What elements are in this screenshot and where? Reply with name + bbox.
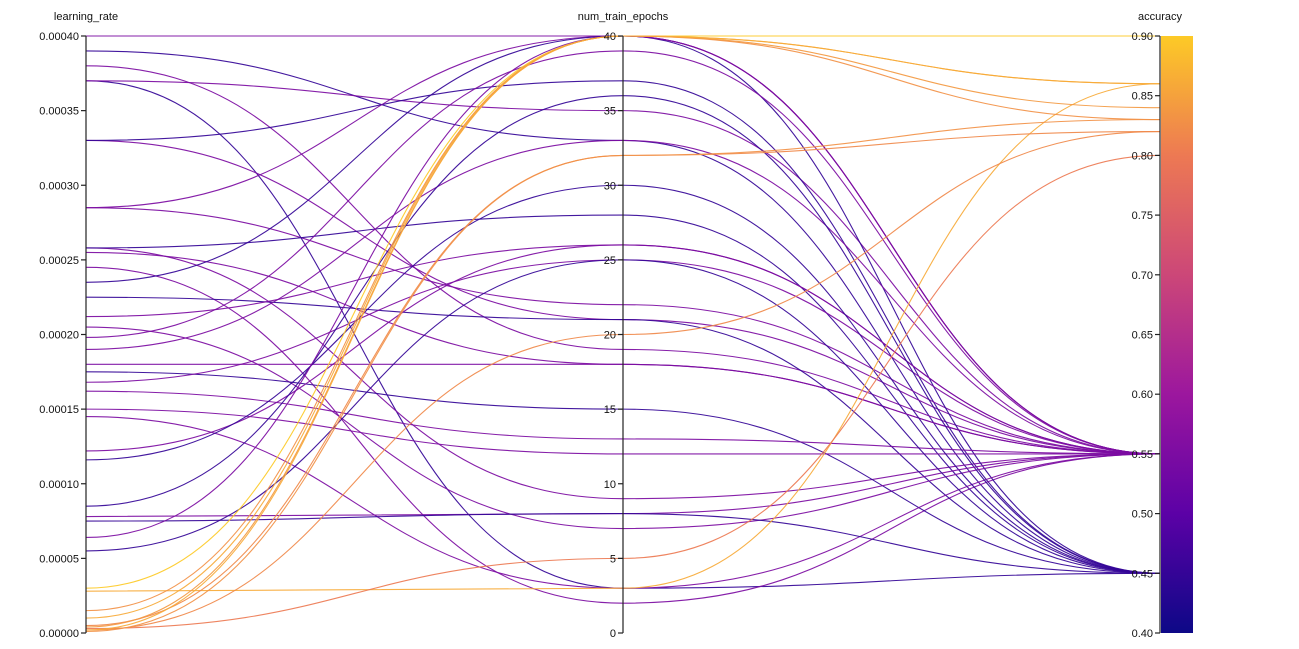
tick-label: 0.65: [1132, 330, 1153, 342]
tick-label: 30: [604, 180, 616, 192]
tick-label: 0.00005: [39, 553, 79, 565]
axis-learning-rate[interactable]: learning_rate 0.000000.000050.000100.000…: [39, 11, 118, 640]
tick-label: 0.90: [1132, 31, 1153, 43]
tick-label: 40: [604, 31, 616, 43]
tick-label: 0.50: [1132, 509, 1153, 521]
series-line: [85, 80, 1161, 574]
series-line: [85, 119, 1161, 633]
series-line: [85, 371, 1161, 574]
axis-title-accuracy: accuracy: [1138, 11, 1183, 23]
axis-num-train-epochs[interactable]: num_train_epochs 0 5 10 15 20 25 30 35 40: [578, 11, 669, 640]
tick-label: 0.00020: [39, 330, 79, 342]
tick-label: 15: [604, 404, 616, 416]
tick-label: 0.45: [1132, 568, 1153, 580]
series-line: [85, 326, 1161, 530]
series-line: [85, 154, 1161, 630]
ticks-num-train-epochs: 0 5 10 15 20 25 30 35 40: [604, 31, 623, 640]
tick-label: 35: [604, 106, 616, 118]
ticks-learning-rate: 0.00000 0.00005 0.00010 0.00015 0.00020 0.000…: [39, 31, 86, 640]
tick-label: 10: [604, 479, 616, 491]
series-line: [85, 214, 1161, 574]
series-line: [85, 35, 1160, 589]
tick-label: 0.00015: [39, 404, 79, 416]
axis-title-learning-rate: learning_rate: [54, 11, 118, 23]
series-line: [86, 363, 1161, 455]
series-line: [85, 266, 1161, 604]
tick-label: 25: [604, 255, 616, 267]
series-line: [85, 80, 1161, 589]
tick-label: 0.00035: [39, 106, 79, 118]
axis-accuracy[interactable]: accuracy 0.40 0.45 0.50 0.55 0.60 0.65 0.70 0.7…: [1132, 11, 1183, 640]
axis-title-num-train-epochs: num_train_epochs: [578, 11, 669, 23]
series-line: [85, 35, 1161, 631]
series-line: [85, 50, 1161, 455]
series-line: [85, 184, 1161, 574]
series-line: [85, 65, 1161, 455]
series-line: [85, 35, 1161, 574]
series-line: [85, 139, 1161, 455]
tick-label: 0.00040: [39, 31, 79, 43]
tick-label: 0.40: [1132, 628, 1153, 640]
tick-label: 0.00030: [39, 180, 79, 192]
tick-label: 0.80: [1132, 150, 1153, 162]
tick-label: 0.85: [1132, 91, 1153, 103]
tick-label: 20: [604, 330, 616, 342]
tick-label: 0.00010: [39, 479, 79, 491]
series-line: [85, 296, 1161, 574]
tick-label: 5: [610, 553, 616, 565]
tick-label: 0.55: [1132, 449, 1153, 461]
tick-label: 0.60: [1132, 389, 1153, 401]
tick-label: 0.70: [1132, 270, 1153, 282]
series-line: [85, 80, 1161, 455]
tick-label: 0.00000: [39, 628, 79, 640]
ticks-accuracy: 0.40 0.45 0.50 0.55 0.60 0.65 0.70 0.75 0.80 0.85…: [1132, 31, 1160, 640]
accuracy-colorbar: [1161, 36, 1193, 633]
tick-label: 0.00025: [39, 255, 79, 267]
tick-label: 0: [610, 628, 616, 640]
series-line: [85, 83, 1161, 592]
tick-label: 0.75: [1132, 210, 1153, 222]
